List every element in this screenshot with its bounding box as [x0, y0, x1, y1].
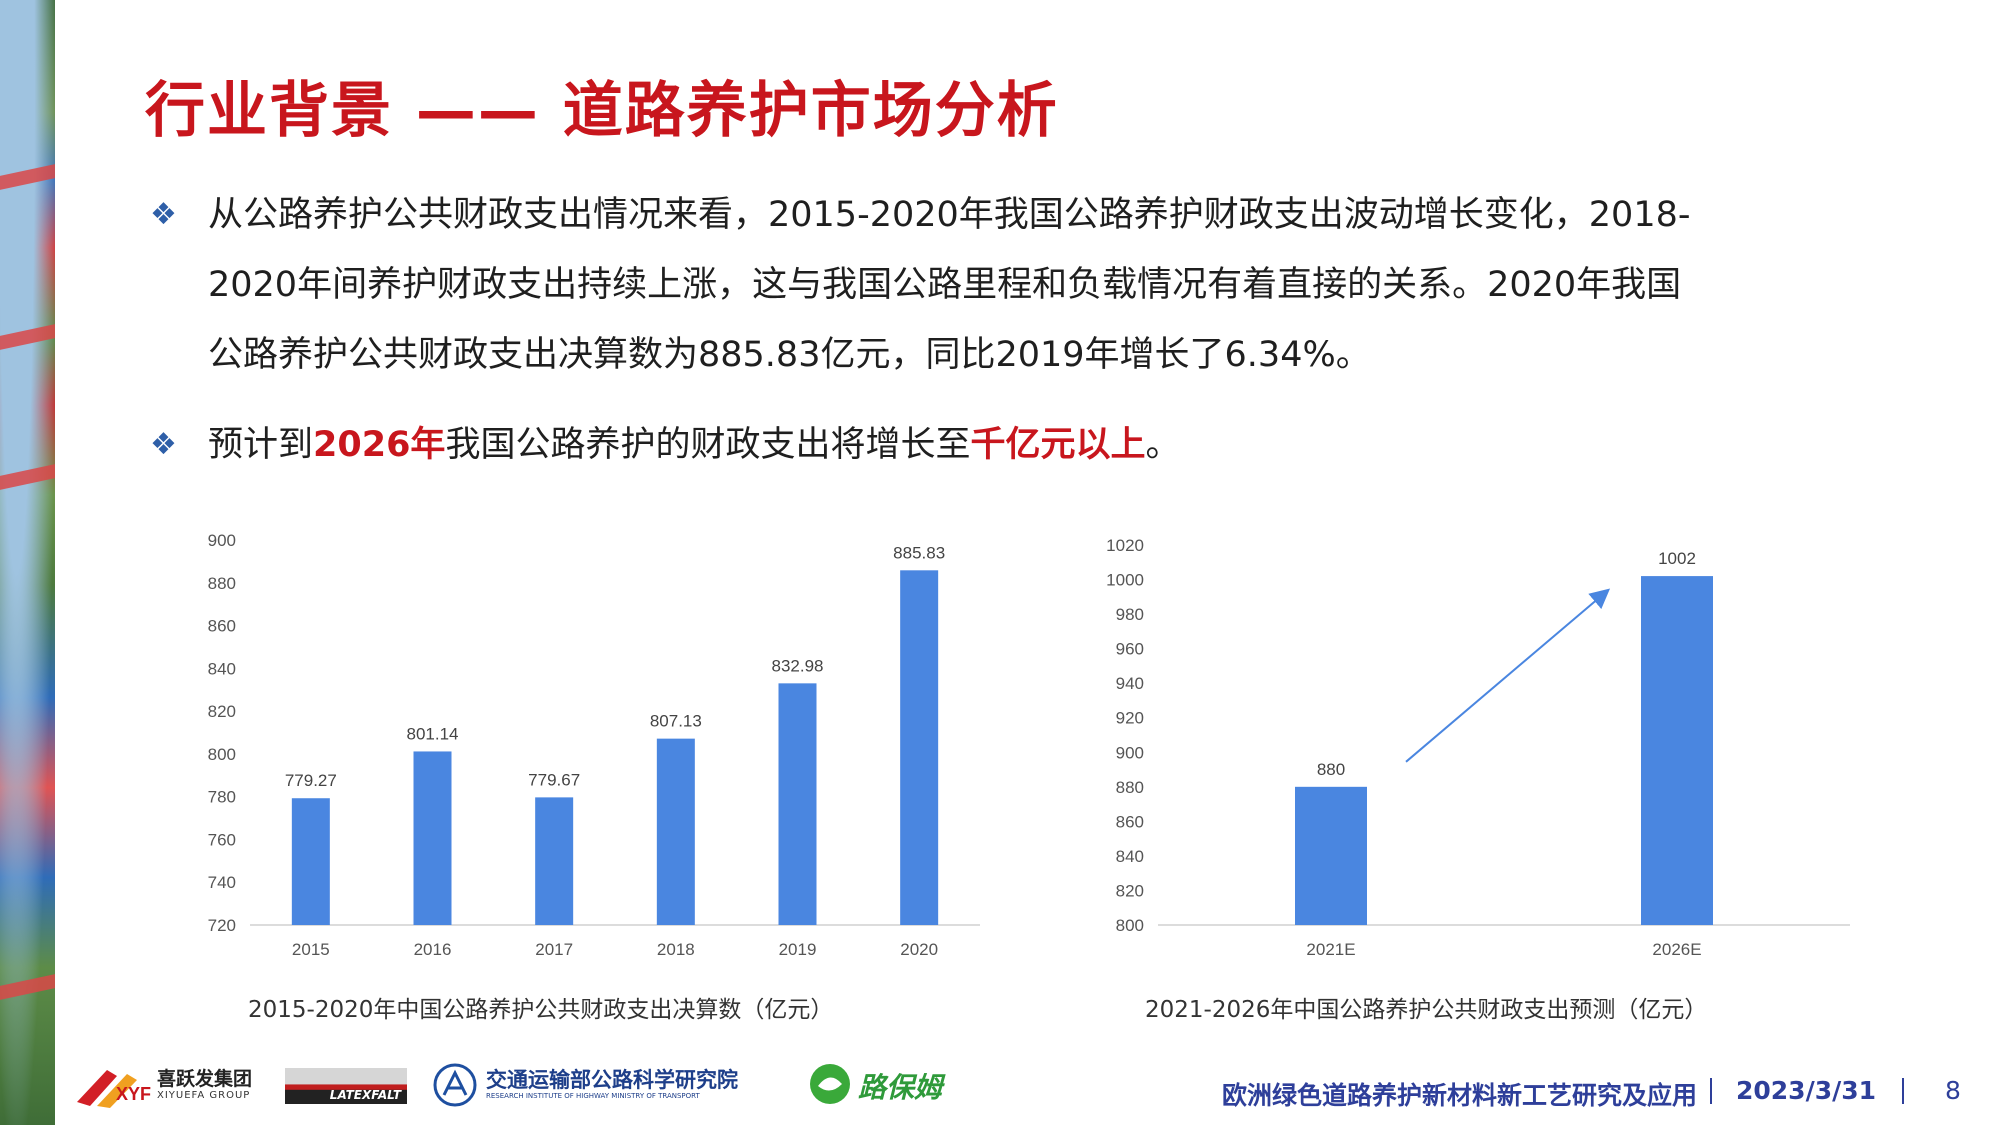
trend-arrow: [1405, 588, 1611, 763]
y-tick-label: 880: [1116, 778, 1144, 797]
xiyuefa-name-en: XIYUEFA GROUP: [157, 1090, 251, 1101]
data-label: 832.98: [772, 656, 824, 675]
y-tick-label: 960: [1116, 640, 1144, 659]
y-tick-label: 840: [208, 659, 236, 678]
data-label: 807.13: [650, 712, 702, 731]
road-streak: [0, 164, 55, 190]
bullet-spending-overview: ❖ 从公路养护公共财政支出情况来看，2015-2020年我国公路养护财政支出波动…: [150, 180, 1860, 390]
page-number: 8: [1945, 1076, 1961, 1105]
bar: [778, 683, 817, 925]
lubaomu-name: 路保姆: [858, 1071, 943, 1104]
chart-historical-spending: 720 740 760 780 800 820 840 860 880 900 779.27 2015…: [190, 520, 1010, 984]
data-label: 801.14: [407, 724, 459, 743]
y-tick-label: 780: [208, 788, 236, 807]
data-label: 779.67: [528, 770, 580, 789]
y-tick-label: 940: [1116, 674, 1144, 693]
x-tick-label: 2015: [292, 940, 330, 959]
data-label: 885.83: [893, 543, 945, 562]
bullet-text: 预计到: [208, 425, 314, 465]
y-tick-label: 820: [1116, 881, 1144, 900]
xiyuefa-logo: XYF 喜跃发集团 XIYUEFA GROUP: [72, 1062, 272, 1110]
event-date: 2023/3/31: [1736, 1076, 1877, 1105]
y-tick-label: 800: [208, 745, 236, 764]
bar: [535, 797, 574, 925]
y-tick-label: 760: [208, 830, 236, 849]
xiyuefa-name: 喜跃发集团: [157, 1068, 253, 1090]
y-tick-label: 1020: [1106, 536, 1144, 555]
y-tick-label: 720: [208, 916, 236, 935]
bar: [656, 738, 695, 925]
chart-caption-historical: 2015-2020年中国公路养护公共财政支出决算数（亿元）: [248, 997, 834, 1023]
x-tick-label: 2018: [657, 940, 695, 959]
y-tick-label: 980: [1116, 605, 1144, 624]
y-tick-label: 880: [208, 574, 236, 593]
road-streak: [0, 464, 55, 490]
lubaomu-logo: 路保姆: [808, 1062, 958, 1110]
bar: [900, 570, 939, 925]
footer-separator: [1902, 1078, 1904, 1104]
bullet-forecast: ❖ 预计到2026年我国公路养护的财政支出将增长至千亿元以上。: [150, 410, 1860, 480]
y-tick-label: 740: [208, 873, 236, 892]
side-photo-strip: [0, 0, 55, 1125]
xiyuefa-mark-icon: XYF: [77, 1070, 151, 1108]
chart-forecast-spending: 800 820 840 860 880 900 920 940 960 980 1000 1020 88…: [1080, 520, 1880, 984]
data-label: 880: [1317, 760, 1345, 779]
x-tick-label: 2026E: [1652, 940, 1701, 959]
data-label: 779.27: [285, 771, 337, 790]
ritm-name-en: RESEARCH INSTITUTE OF HIGHWAY MINISTRY O…: [486, 1092, 700, 1100]
x-tick-label: 2021E: [1306, 940, 1355, 959]
x-tick-label: 2017: [535, 940, 573, 959]
y-tick-label: 800: [1116, 916, 1144, 935]
page-title: 行业背景 —— 道路养护市场分析: [145, 76, 1059, 146]
y-tick-label: 920: [1116, 709, 1144, 728]
x-tick-label: 2020: [900, 940, 938, 959]
y-tick-label: 900: [1116, 743, 1144, 762]
bar-chart-historical: 720 740 760 780 800 820 840 860 880 900 779.27 2015…: [208, 531, 980, 959]
y-tick-label: 1000: [1106, 571, 1144, 590]
bullet-diamond-icon: ❖: [150, 427, 177, 462]
y-tick-label: 820: [208, 702, 236, 721]
y-tick-label: 860: [1116, 812, 1144, 831]
xiyuefa-mark-text: XYF: [116, 1084, 151, 1104]
event-title: 欧洲绿色道路养护新材料新工艺研究及应用: [1222, 1081, 1698, 1110]
bar: [291, 798, 330, 925]
bullet-line: 2020年间养护财政支出持续上涨，这与我国公路里程和负载情况有着直接的关系。20…: [208, 265, 1682, 305]
bullet-line: 从公路养护公共财政支出情况来看，2015-2020年我国公路养护财政支出波动增长…: [208, 195, 1691, 235]
latexfalt-text: LATEXFALT: [329, 1088, 401, 1102]
bar: [1641, 576, 1713, 925]
highlight-amount: 千亿元以上: [970, 425, 1146, 465]
bar: [1295, 786, 1367, 925]
road-streak: [0, 324, 55, 350]
x-tick-label: 2016: [414, 940, 452, 959]
data-label: 1002: [1658, 549, 1696, 568]
highlight-year: 2026年: [313, 425, 446, 465]
ritm-emblem-icon: [433, 1063, 477, 1107]
ritm-name: 交通运输部公路科学研究院: [486, 1068, 738, 1092]
y-tick-label: 900: [208, 531, 236, 550]
chart-caption-forecast: 2021-2026年中国公路养护公共财政支出预测（亿元）: [1145, 997, 1708, 1023]
bar: [413, 751, 452, 925]
bar-chart-forecast: 800 820 840 860 880 900 920 940 960 980 1000 1020 88…: [1106, 536, 1850, 959]
bullet-text: 我国公路养护的财政支出将增长至: [445, 425, 971, 465]
x-tick-label: 2019: [779, 940, 817, 959]
bullet-diamond-icon: ❖: [150, 197, 177, 232]
road-streak: [0, 974, 55, 1000]
y-tick-label: 840: [1116, 847, 1144, 866]
bullet-line: 公路养护公共财政支出决算数为885.83亿元，同比2019年增长了6.34%。: [208, 335, 1371, 375]
ritm-logo: 交通运输部公路科学研究院 RESEARCH INSTITUTE OF HIGHW…: [432, 1062, 792, 1110]
latexfalt-logo: LATEXFALT: [285, 1068, 407, 1104]
footer-separator: [1710, 1078, 1712, 1104]
bullet-text: 。: [1145, 425, 1181, 465]
lubaomu-emblem-icon: [810, 1064, 850, 1104]
y-tick-label: 860: [208, 617, 236, 636]
